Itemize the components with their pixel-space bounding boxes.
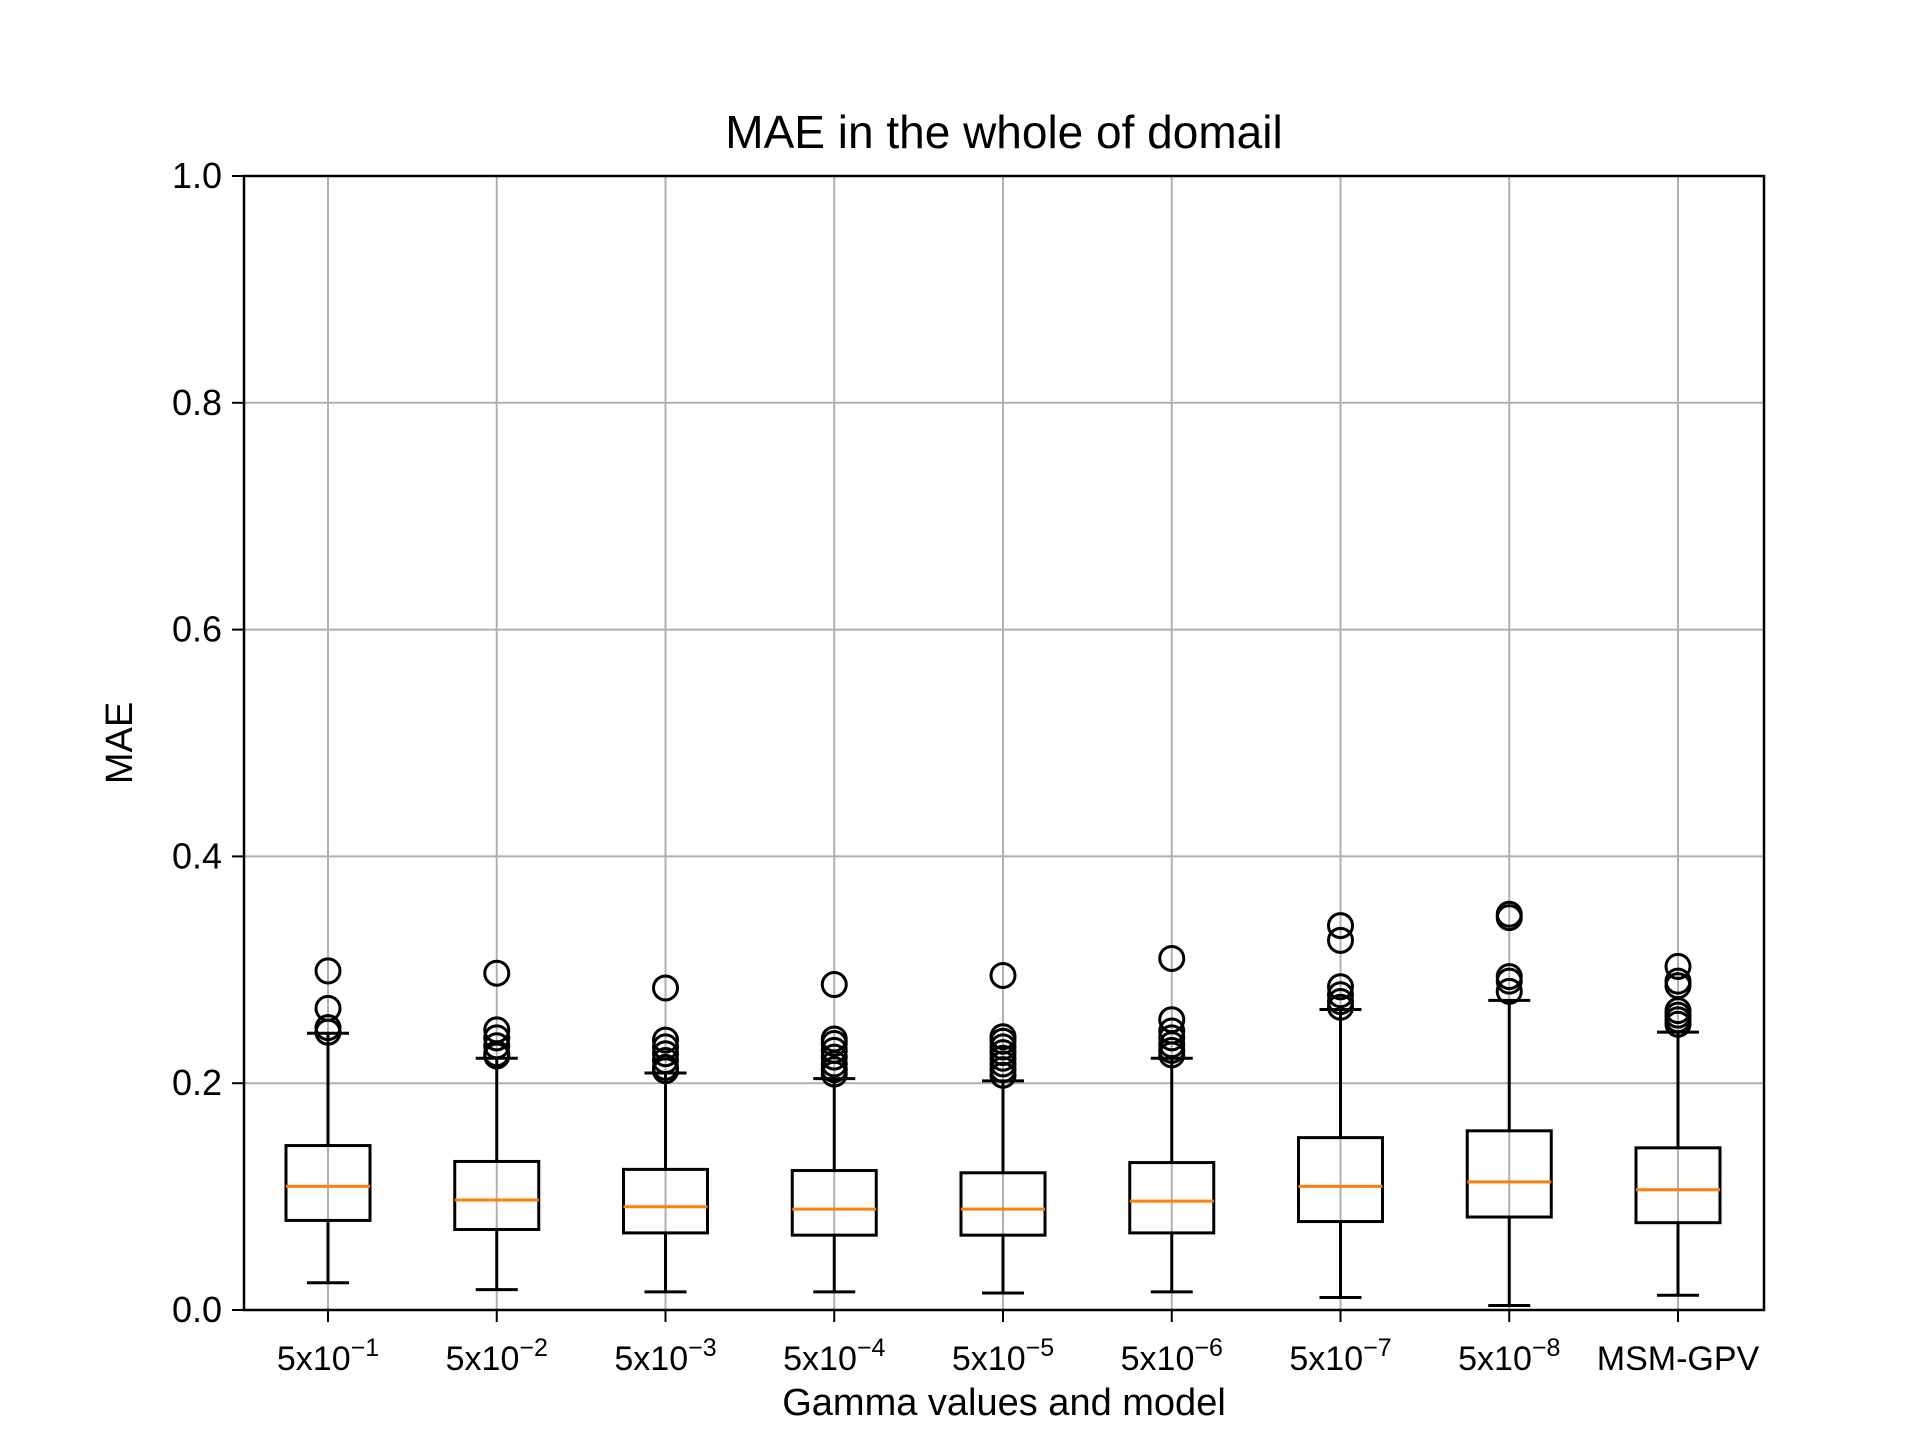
outlier-point [820,971,848,999]
iqr-box [1634,1146,1722,1225]
y-tick-label: 0.8 [172,382,222,423]
iqr-box [1465,1129,1553,1219]
chart-title: MAE in the whole of domail [725,106,1282,158]
iqr-box [790,1169,878,1237]
outlier-point [1664,952,1692,980]
box-2 [453,959,541,1292]
box-4 [790,971,878,1294]
box-7 [1297,912,1384,1300]
box-8 [1465,900,1553,1307]
outlier-point [1327,993,1354,1021]
y-tick-label: 0.4 [172,835,222,876]
iqr-box [284,1144,372,1222]
x-tick-label: MSM-GPV [1597,1340,1760,1378]
y-tick-label: 1.0 [172,155,222,196]
outlier-point [652,974,679,1002]
outlier-point [1158,1041,1186,1069]
outlier-point [1158,1024,1186,1052]
outlier-point [1327,981,1354,1009]
y-axis-title: MAE [99,702,141,784]
y-tick-label: 0.0 [172,1289,222,1330]
x-tick-label: 5x10−5 [952,1334,1054,1378]
outlier-point [652,1057,679,1085]
x-axis-title: Gamma values and model [782,1382,1226,1424]
y-tick-label: 0.2 [172,1062,222,1103]
x-tick-label: 5x10−7 [1289,1334,1391,1378]
outlier-point [1327,973,1354,1001]
outlier-point [820,1043,848,1071]
outlier-point [483,1024,511,1052]
outlier-point [652,1040,679,1068]
outlier-point [314,957,342,985]
box-5 [959,961,1047,1295]
outlier-point [1495,967,1523,995]
outlier-point [1664,1010,1692,1038]
x-tick-label: 5x10−3 [614,1334,716,1378]
outlier-point [652,1026,679,1054]
x-tick-label: 5x10−1 [277,1334,379,1378]
iqr-box [1128,1161,1216,1235]
x-tick-label: 5x10−2 [446,1334,548,1378]
outlier-point [483,1042,511,1070]
box-6 [1128,944,1216,1294]
x-axis-ticks: 5x10−1 5x10−2 5x10−3 5x10−4 5x10−5 5x10−6 5x10… [277,1310,1760,1378]
outlier-point [1158,944,1186,972]
boxplot-series [284,900,1722,1307]
iqr-box [959,1171,1047,1237]
x-tick-label: 5x10−6 [1121,1334,1223,1378]
iqr-box [1297,1136,1384,1224]
outlier-point [1495,977,1523,1005]
x-tick-label: 5x10−4 [783,1334,885,1378]
box-9 [1634,952,1722,1297]
outlier-point [314,1018,342,1046]
outlier-point [1327,912,1354,940]
outlier-point [820,1030,848,1058]
y-tick-label: 0.6 [172,609,222,650]
outlier-point [1495,904,1523,932]
box-3 [622,974,709,1294]
outlier-point [820,1060,848,1088]
box-1 [284,957,372,1285]
outlier-point [483,1032,511,1060]
outlier-point [1327,926,1354,954]
iqr-box [622,1167,709,1235]
outlier-point [989,961,1017,989]
outlier-point [483,959,511,987]
outlier-point [989,1061,1017,1089]
outlier-point [652,1047,679,1075]
y-axis-ticks: 0.0 0.2 0.4 0.6 0.8 1.0 [172,155,244,1330]
x-tick-label: 5x10−8 [1458,1334,1560,1378]
iqr-box [453,1159,541,1231]
